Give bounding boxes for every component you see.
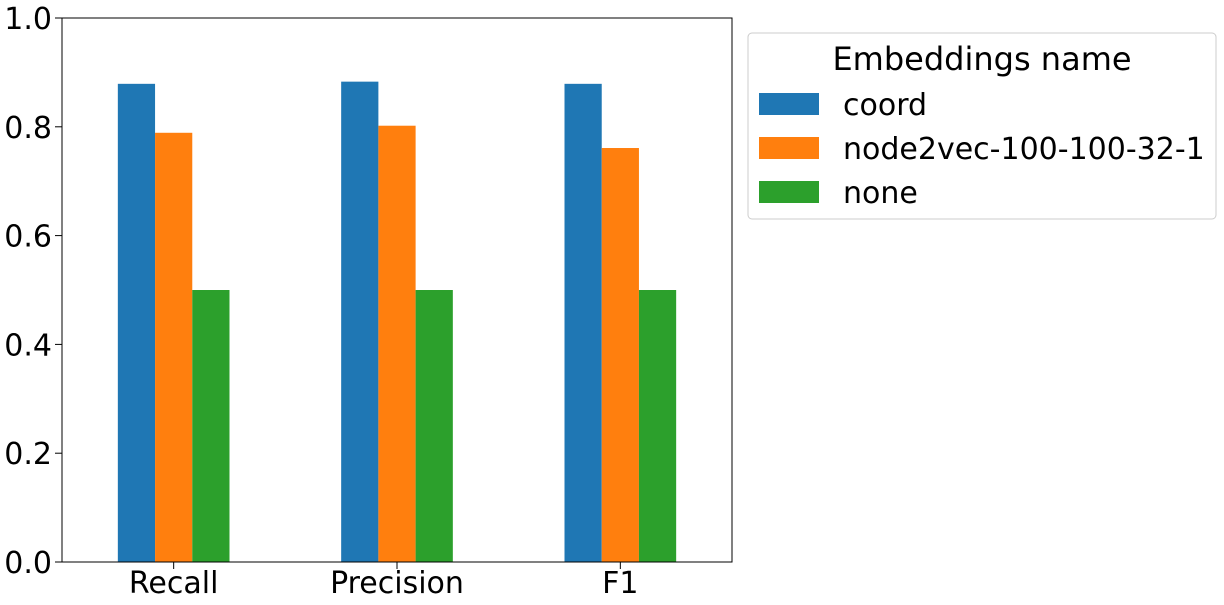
legend-swatch-node2vec-100-100-32-1 — [759, 137, 819, 159]
bars-group — [117, 81, 677, 563]
legend-label-none: none — [843, 176, 918, 211]
bar-coord-f1 — [564, 83, 602, 562]
legend-items: coord node2vec-100-100-32-1 none — [759, 88, 1205, 211]
legend-title: Embeddings name — [832, 40, 1131, 78]
bar-node2vec-100-100-32-1-f1 — [601, 148, 639, 563]
y-tick-label: 0.2 — [4, 437, 52, 472]
y-tick-label: 0.4 — [4, 328, 52, 363]
bar-none-recall — [192, 290, 230, 562]
legend-swatch-coord — [759, 93, 819, 115]
bar-coord-precision — [341, 81, 379, 562]
bar-node2vec-100-100-32-1-precision — [378, 125, 416, 562]
legend-box — [747, 32, 1217, 220]
y-axis: 0.0 0.2 0.4 0.6 0.8 1.0 — [4, 2, 62, 581]
y-tick-label: 0.0 — [4, 546, 52, 581]
x-tick-label-precision: Precision — [330, 566, 464, 601]
y-tick-label: 0.8 — [4, 111, 52, 146]
x-tick-label-recall: Recall — [129, 566, 219, 601]
legend-swatch-none — [759, 181, 819, 203]
bar-none-f1 — [638, 290, 677, 562]
legend: Embeddings name coord node2vec-100-100-32… — [747, 32, 1217, 220]
bar-coord-recall — [117, 83, 156, 562]
bar-none-precision — [415, 290, 453, 562]
x-axis: Recall Precision F1 — [129, 562, 639, 601]
legend-label-node2vec-100-100-32-1: node2vec-100-100-32-1 — [843, 132, 1205, 167]
bar-node2vec-100-100-32-1-recall — [155, 132, 193, 562]
y-tick-label: 1.0 — [4, 2, 52, 37]
y-tick-label: 0.6 — [4, 220, 52, 255]
legend-label-coord: coord — [843, 88, 927, 123]
x-tick-label-f1: F1 — [602, 566, 638, 601]
